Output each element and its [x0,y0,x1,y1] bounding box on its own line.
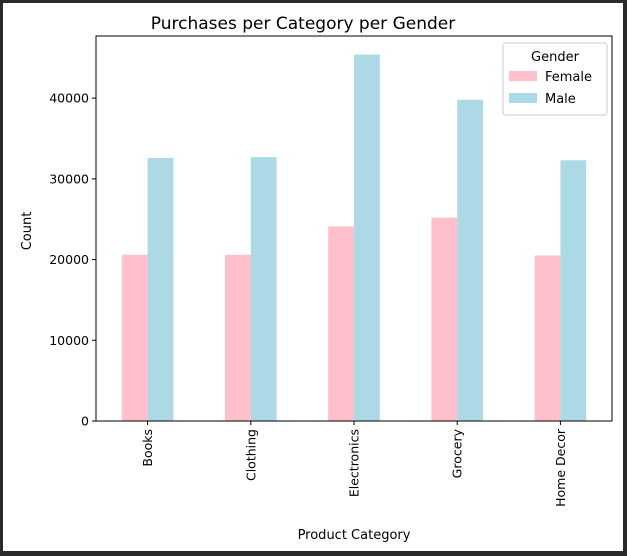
bar-male-grocery [457,99,483,421]
y-tick-label: 40000 [49,91,89,106]
legend-swatch-male [509,93,537,103]
bar-female-clothing [225,254,251,421]
x-tick-label: Home Decor [553,428,568,507]
x-tick-label: Clothing [243,429,258,481]
bar-female-grocery [431,217,458,421]
bar-male-electronics [354,54,380,422]
chart-title: Purchases per Category per Gender [151,14,455,34]
bar-chart: Purchases per Category per Gender 0 10000… [20,14,613,543]
bar-male-books [147,157,174,421]
legend-label-female: Female [545,70,592,85]
y-tick-label: 10000 [49,333,89,348]
bar-male-clothing [250,157,277,421]
x-tick-label: Books [140,429,155,467]
bar-male-home-decor [560,160,587,422]
y-axis: 0 10000 20000 30000 40000 [49,91,96,429]
bar-female-books [121,254,148,421]
bar-female-home-decor [534,255,561,421]
x-axis: Books Clothing Electronics Grocery Home Deco… [140,421,568,507]
x-axis-label: Product Category [298,528,411,543]
legend: Gender Female Male [502,42,608,116]
y-tick-label: 20000 [49,252,89,267]
bars-group [121,54,587,422]
legend-title: Gender [531,50,580,65]
legend-label-male: Male [545,92,576,107]
y-tick-label: 0 [81,414,89,429]
x-tick-label: Grocery [450,428,465,478]
y-axis-label: Count [20,212,35,251]
bar-female-electronics [328,226,354,421]
y-tick-label: 30000 [49,171,89,186]
chart-frame: Purchases per Category per Gender 0 10000… [3,3,623,551]
x-tick-label: Electronics [347,429,362,497]
legend-swatch-female [509,71,537,81]
